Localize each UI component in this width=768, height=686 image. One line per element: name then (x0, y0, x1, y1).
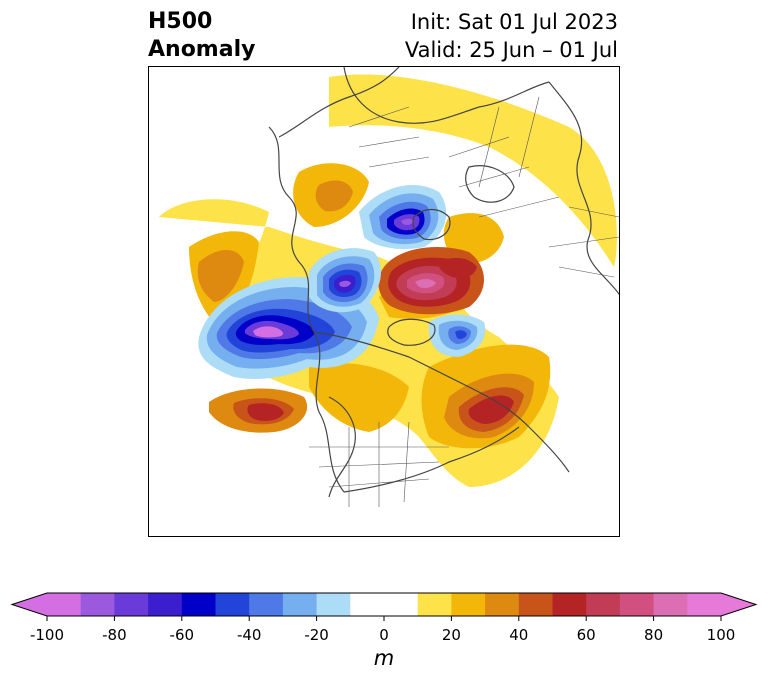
negative-anomaly-fill (198, 184, 486, 379)
colorbar-swatch (687, 593, 722, 616)
colorbar-swatch (586, 593, 621, 616)
colorbar-swatch (148, 593, 183, 616)
arctic-high-core (378, 247, 484, 315)
colorbar-swatch (80, 593, 115, 616)
valid-range: Valid: 25 Jun – 01 Jul (404, 38, 618, 62)
colorbar-swatch (417, 593, 452, 616)
colorbar-swatch (653, 593, 688, 616)
colorbar-swatch (518, 593, 553, 616)
colorbar-swatch (451, 593, 486, 616)
colorbar-swatch (181, 593, 216, 616)
colorbar-tick-label: 80 (644, 626, 663, 644)
colorbar-ticks: -100 -80 -60 -40 -20 0 20 40 60 80 100 (30, 616, 735, 644)
colorbar-tick-label: -100 (30, 626, 64, 644)
colorbar-tick-label: 0 (379, 626, 389, 644)
colorbar-swatch (350, 593, 419, 616)
title-line-1: H500 (148, 9, 213, 34)
colorbar-tick-label: -40 (237, 626, 262, 644)
colorbar-swatch (485, 593, 520, 616)
title-line-2: Anomaly (148, 37, 256, 62)
map-canvas (159, 67, 619, 507)
colorbar-tick-label: -20 (304, 626, 329, 644)
date-info: Init: Sat 01 Jul 2023 Valid: 25 Jun – 01… (405, 8, 618, 64)
colorbar-tick-label: 20 (442, 626, 461, 644)
colorbar-swatch (619, 593, 655, 616)
colorbar-swatch (114, 593, 149, 616)
colorbar-extend-min (12, 593, 47, 616)
anomaly-map (148, 66, 620, 537)
colorbar-swatch (282, 593, 318, 616)
coastlines (268, 67, 619, 498)
political-borders (309, 96, 619, 507)
colorbar-extend-max (721, 593, 756, 616)
colorbar-swatch (249, 593, 284, 616)
colorbar-tick-label: 100 (707, 626, 736, 644)
colorbar: -100 -80 -60 -40 -20 0 20 40 60 80 100 (10, 592, 758, 644)
colorbar-tick-label: 60 (577, 626, 596, 644)
colorbar-swatch (47, 593, 82, 616)
colorbar-swatches (10, 592, 758, 617)
colorbar-swatch (215, 593, 250, 616)
colorbar-unit-label: m (373, 646, 395, 670)
colorbar-swatch (552, 593, 587, 616)
chart-title: H500 Anomaly (148, 8, 255, 64)
init-date: Init: Sat 01 Jul 2023 (410, 10, 618, 34)
colorbar-tick-label: 40 (509, 626, 528, 644)
colorbar-tick-label: -80 (102, 626, 127, 644)
colorbar-tick-label: -60 (170, 626, 195, 644)
colorbar-swatch (316, 593, 351, 616)
